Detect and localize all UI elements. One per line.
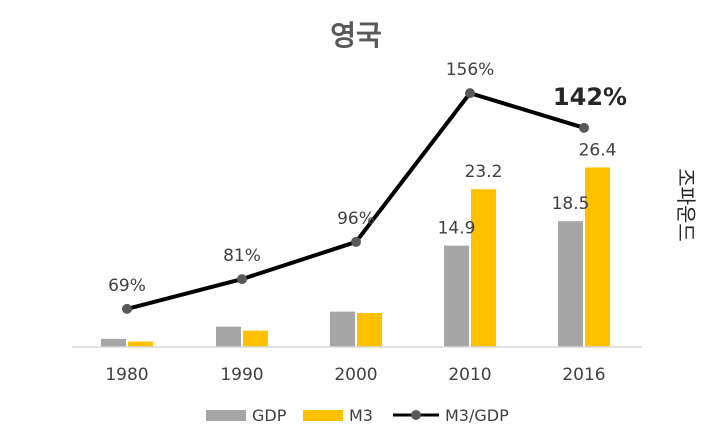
chart-title: 영국 bbox=[330, 19, 382, 52]
ratio-value-label-2016: 142% bbox=[553, 83, 627, 111]
gdp-bar-2016 bbox=[558, 221, 583, 347]
legend-label-m3-gdp: M3/GDP bbox=[445, 406, 509, 425]
data-labels-group: 14.9 23.2 18.5 26.4 69% 81% 96% 156% 142% bbox=[108, 60, 627, 296]
x-tick-1990: 1990 bbox=[220, 365, 263, 385]
m3-value-label-2016: 26.4 bbox=[579, 140, 617, 160]
gdp-bar-2010 bbox=[444, 245, 469, 347]
x-tick-2016: 2016 bbox=[562, 365, 605, 385]
legend-label-gdp: GDP bbox=[252, 406, 287, 425]
ratio-point-2000 bbox=[351, 236, 361, 247]
x-tick-2000: 2000 bbox=[334, 365, 377, 385]
ratio-value-label-1980: 69% bbox=[108, 276, 146, 296]
gdp-value-label-2010: 14.9 bbox=[438, 219, 476, 239]
ratio-point-2016 bbox=[579, 122, 589, 133]
m3-value-label-2010: 23.2 bbox=[465, 162, 503, 182]
gdp-bar-1990 bbox=[216, 326, 241, 347]
x-tick-1980: 1980 bbox=[105, 365, 148, 385]
ratio-value-label-2010: 156% bbox=[446, 60, 495, 80]
ratio-value-label-2000: 96% bbox=[337, 209, 375, 229]
ratio-line-group bbox=[122, 88, 589, 314]
m3-bar-2016 bbox=[585, 167, 610, 347]
ratio-point-1980 bbox=[122, 303, 132, 314]
m3-bar-2000 bbox=[357, 313, 382, 347]
ratio-point-1990 bbox=[237, 274, 247, 285]
legend-label-m3: M3 bbox=[349, 406, 373, 425]
x-tick-2010: 2010 bbox=[448, 365, 491, 385]
x-axis-ticks: 1980 1990 2000 2010 2016 bbox=[105, 365, 605, 385]
legend-marker-m3-gdp bbox=[411, 410, 421, 420]
gdp-bar-2000 bbox=[330, 311, 355, 347]
gdp-bar-1980 bbox=[101, 338, 126, 347]
legend-swatch-gdp bbox=[206, 410, 246, 421]
ratio-point-2010 bbox=[465, 88, 475, 99]
legend-swatch-m3 bbox=[303, 410, 343, 421]
ratio-line bbox=[126, 91, 585, 311]
m3-bar-1990 bbox=[243, 330, 268, 347]
gdp-value-label-2016: 18.5 bbox=[552, 194, 590, 214]
legend: GDP M3 M3/GDP bbox=[206, 406, 509, 425]
m3-bar-2010 bbox=[471, 189, 496, 347]
m3-bar-1980 bbox=[128, 341, 153, 347]
bars-group bbox=[101, 167, 610, 347]
unit-label: 조파운드 bbox=[674, 168, 698, 242]
ratio-value-label-1990: 81% bbox=[223, 246, 261, 266]
